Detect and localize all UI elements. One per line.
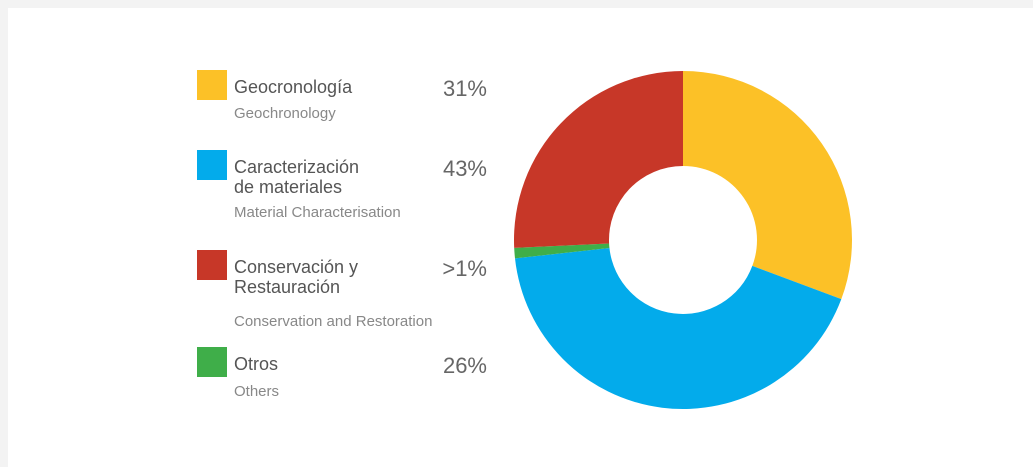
legend-sublabel: Geochronology	[234, 105, 336, 122]
legend-label: Otros	[234, 354, 278, 374]
donut-slice	[514, 71, 683, 248]
value-label: 26%	[443, 353, 487, 378]
legend-swatch	[197, 150, 227, 180]
legend-swatch	[197, 250, 227, 280]
legend-sublabel: Material Characterisation	[234, 204, 401, 221]
donut-slice	[515, 248, 842, 410]
value-label: 43%	[443, 156, 487, 181]
legend-label: Restauración	[234, 277, 340, 297]
legend-label: Geocronología	[234, 77, 353, 97]
donut-slice	[514, 243, 610, 259]
legend-label: Conservación y	[234, 257, 358, 277]
legend-sublabel: Others	[234, 383, 279, 400]
donut-slice	[683, 71, 852, 300]
value-label: 31%	[443, 76, 487, 101]
legend-label: Caracterización	[234, 157, 359, 177]
legend-swatch	[197, 347, 227, 377]
legend-sublabel: Conservation and Restoration	[234, 313, 432, 330]
legend-label: de materiales	[234, 177, 342, 197]
value-label: >1%	[442, 256, 487, 281]
legend-swatch	[197, 70, 227, 100]
